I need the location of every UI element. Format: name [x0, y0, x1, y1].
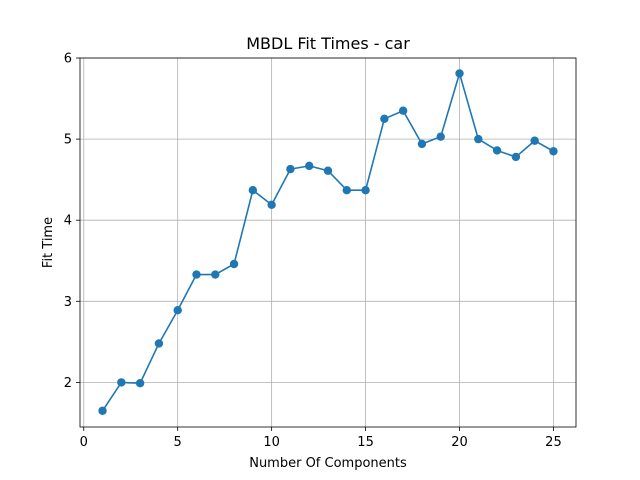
- data-point: [417, 139, 427, 149]
- data-point: [98, 406, 107, 415]
- y-axis-label: Fit Time: [41, 217, 56, 268]
- data-point: [192, 270, 201, 279]
- data-point: [549, 147, 558, 156]
- data-point: [511, 152, 521, 162]
- data-point: [398, 106, 408, 115]
- data-point: [229, 259, 239, 269]
- data-point: [530, 136, 539, 145]
- data-point: [455, 69, 464, 78]
- x-tick-label: 25: [545, 435, 562, 450]
- x-tick-label: 20: [451, 435, 468, 450]
- data-point: [173, 306, 182, 315]
- data-point: [211, 270, 220, 279]
- data-point: [117, 378, 126, 387]
- data-point: [380, 114, 389, 124]
- data-point: [361, 185, 370, 195]
- data-point: [342, 185, 351, 195]
- plot-frame: [79, 57, 577, 428]
- y-tick-label: 3: [64, 295, 72, 310]
- x-tick-label: 5: [174, 435, 182, 450]
- data-point: [436, 132, 445, 141]
- x-tick-label: 0: [80, 435, 88, 450]
- data-point: [323, 166, 333, 175]
- x-tick-label: 15: [357, 435, 374, 450]
- data-point: [135, 379, 145, 388]
- series-layer: [98, 69, 558, 415]
- data-point: [248, 185, 258, 195]
- data-point: [286, 164, 295, 174]
- data-point: [474, 134, 483, 144]
- data-point: [154, 339, 164, 348]
- data-point: [267, 200, 276, 209]
- x-axis-label: Number Of Components: [249, 456, 407, 471]
- tick-layer: 0 5 10 15 20 25 2 3 4 5 6: [64, 52, 562, 451]
- y-tick-label: 6: [64, 52, 72, 67]
- y-tick-label: 5: [64, 133, 72, 148]
- data-point: [492, 146, 502, 155]
- x-tick-label: 10: [263, 435, 280, 450]
- chart-title: MBDL Fit Times - car: [246, 34, 410, 53]
- y-tick-label: 2: [64, 376, 72, 391]
- data-point: [305, 161, 314, 171]
- y-tick-label: 4: [64, 214, 72, 229]
